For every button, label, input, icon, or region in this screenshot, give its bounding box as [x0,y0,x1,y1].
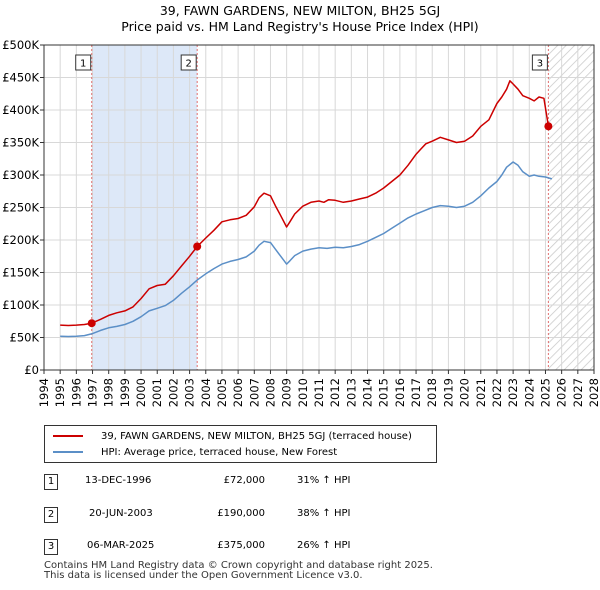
series-lines [60,80,553,338]
sale-price: £190,000 [217,508,265,519]
x-tick-label: 2002 [166,378,180,407]
x-tick-label: 2022 [490,378,504,407]
sale-label-box [75,54,92,71]
chart-title-line2: Price paid vs. HM Land Registry's House … [121,19,478,34]
x-tick-label: 1995 [53,378,67,407]
legend-label-hpi: HPI: Average price, terraced house, New … [101,447,338,458]
sale-number-badge: 1 [44,474,58,490]
y-tick-label: £300K [2,168,39,182]
x-tick-label: 2019 [441,378,455,407]
sale-price: £72,000 [223,475,265,486]
x-tick-label: 2009 [280,378,294,407]
y-axis-ticks: £0 £50K £100K £150K £200K £250K £300K £350K £400… [2,38,44,377]
x-tick-label: 2026 [555,378,569,407]
x-tick-label: 2027 [571,378,585,407]
sale-date: 20-JUN-2003 [89,508,153,519]
sale-point [87,319,96,328]
plot-frame [43,44,595,371]
x-tick-label: 2015 [377,378,391,407]
x-tick-label: 2017 [409,378,423,407]
x-tick-label: 1994 [37,378,51,407]
sale-number-badge: 2 [44,507,58,523]
sale-date: 06-MAR-2025 [87,540,155,551]
sale-price: £375,000 [217,540,265,551]
footer-attribution: Contains HM Land Registry data © Crown c… [44,561,433,581]
legend-swatch-property [53,435,83,437]
x-tick-label: 2004 [199,378,213,407]
legend: 39, FAWN GARDENS, NEW MILTON, BH25 5GJ (… [44,425,437,463]
x-tick-label: 2011 [312,378,326,407]
sale-hpi-diff: 38% ↑ HPI [297,508,351,519]
legend-item-hpi: HPI: Average price, terraced house, New … [53,445,337,461]
legend-swatch-hpi [53,451,83,453]
x-tick-label: 2008 [263,378,277,407]
x-tick-label: 2021 [474,378,488,407]
x-tick-label: 2005 [215,378,229,407]
x-tick-label: 2010 [296,378,310,407]
footer-line-2: This data is licensed under the Open Gov… [44,570,363,581]
hpi-line [60,161,553,338]
sale-point [193,242,202,251]
sale-markers: 1 2 3 [75,54,553,328]
x-tick-label: 2028 [587,378,600,407]
legend-label-property: 39, FAWN GARDENS, NEW MILTON, BH25 5GJ (… [101,431,412,442]
x-axis-ticks: 1994 1995 1996 1997 1998 1999 2000 2001 2002 2003… [37,370,600,407]
sale-label-number: 3 [537,59,543,70]
x-tick-label: 2018 [425,378,439,407]
x-tick-label: 2020 [458,378,472,407]
x-tick-label: 1999 [118,378,132,407]
x-tick-label: 2012 [328,378,342,407]
x-tick-label: 2016 [393,378,407,407]
sale-label-number: 2 [186,59,192,70]
footer-line-1: Contains HM Land Registry data © Crown c… [44,560,433,571]
x-tick-label: 2006 [231,378,245,407]
y-tick-label: £0 [24,363,39,377]
sale-row: 3 06-MAR-2025 £375,000 26% ↑ HPI [0,537,600,557]
x-tick-label: 2007 [247,378,261,407]
property-price-line [60,80,553,327]
x-tick-label: 2013 [344,378,358,407]
sale-label-number: 1 [80,59,86,70]
sale-row: 2 20-JUN-2003 £190,000 38% ↑ HPI [0,505,600,525]
legend-item-property: 39, FAWN GARDENS, NEW MILTON, BH25 5GJ (… [53,429,412,445]
sale-label-box [531,54,548,71]
x-tick-label: 2023 [506,378,520,407]
y-tick-label: £100K [2,298,39,312]
sale-row: 1 13-DEC-1996 £72,000 31% ↑ HPI [0,472,600,492]
sale-hpi-diff: 26% ↑ HPI [297,540,351,551]
y-tick-label: £350K [2,136,39,150]
x-tick-label: 2001 [150,378,164,407]
y-tick-label: £450K [2,71,39,85]
sale-hpi-diff: 31% ↑ HPI [297,475,351,486]
x-tick-label: 1997 [86,378,100,407]
sale-label-box [180,54,197,71]
x-tick-label: 2014 [361,378,375,407]
chart-title-line1: 39, FAWN GARDENS, NEW MILTON, BH25 5GJ [160,3,440,18]
y-tick-label: £150K [2,266,39,280]
x-tick-label: 2003 [183,378,197,407]
y-tick-label: £200K [2,233,39,247]
y-tick-label: £250K [2,201,39,215]
x-tick-label: 1998 [102,378,116,407]
x-tick-label: 2024 [522,378,536,407]
x-tick-label: 1996 [69,378,83,407]
x-tick-label: 2025 [538,378,552,407]
y-tick-label: £50K [10,331,40,345]
sale-point [544,122,553,131]
sale-date: 13-DEC-1996 [85,475,152,486]
y-tick-label: £400K [2,103,39,117]
sale-number-badge: 3 [44,539,58,555]
y-tick-label: £500K [2,38,39,52]
price-chart: 39, FAWN GARDENS, NEW MILTON, BH25 5GJ P… [2,3,600,407]
x-tick-label: 2000 [134,378,148,407]
